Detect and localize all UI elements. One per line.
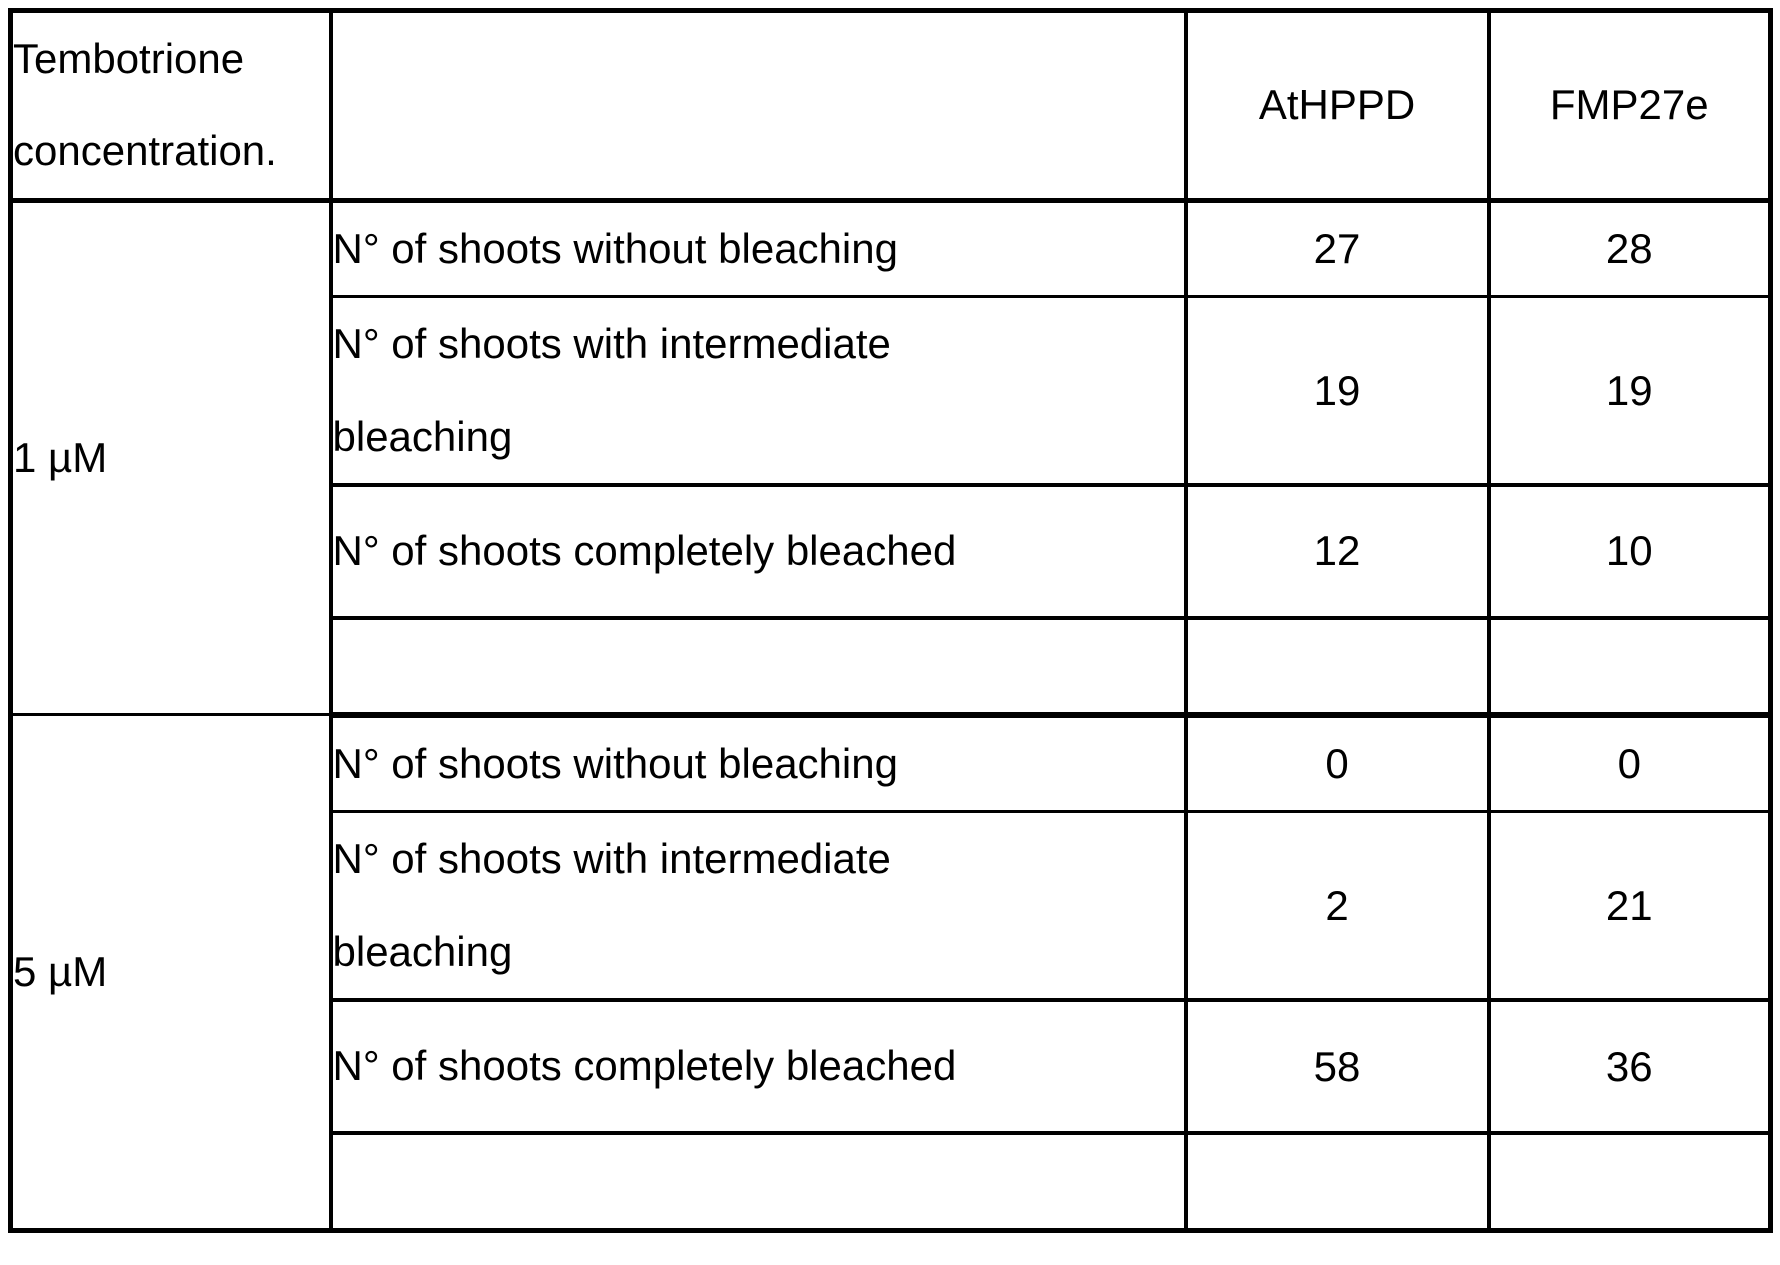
tembotrione-results-table: Tembotrione concentration. AtHPPD FMP27e… [8, 8, 1773, 1233]
athppd-value-cell: 27 [1183, 198, 1491, 299]
table-row: N° of shoots with intermediate bleaching… [11, 295, 1773, 487]
athppd-value-cell: 58 [1183, 998, 1491, 1136]
header-cell-empty [328, 9, 1188, 203]
empty-row [11, 1131, 1773, 1232]
header-cell-athppd: AtHPPD [1183, 9, 1491, 203]
fmp27e-value-cell: 19 [1486, 295, 1773, 487]
fmp27e-value-cell: 36 [1486, 998, 1773, 1136]
row-label-cell: N° of shoots completely bleached [328, 483, 1188, 620]
empty-cell [1486, 1131, 1773, 1232]
table-row: N° of shoots completely bleached 12 10 [11, 483, 1773, 620]
header-cell-concentration: Tembotrione concentration. [8, 9, 333, 203]
table-row: N° of shoots completely bleached 58 36 [11, 998, 1773, 1136]
empty-cell [1183, 1131, 1491, 1232]
table-row: 5 µM N° of shoots without bleaching 0 0 [8, 713, 1773, 1232]
empty-row [11, 616, 1773, 718]
fmp27e-value-cell: 28 [1486, 198, 1773, 299]
table-header-row: Tembotrione concentration. AtHPPD FMP27e [8, 9, 1773, 203]
athppd-value-cell: 19 [1183, 295, 1491, 487]
athppd-value-cell: 12 [1183, 483, 1491, 620]
fmp27e-value-cell: 0 [1486, 713, 1773, 814]
empty-cell [328, 1131, 1188, 1232]
row-label-cell: N° of shoots completely bleached [328, 998, 1188, 1136]
athppd-value-cell: 0 [1183, 713, 1491, 814]
row-label-cell: N° of shoots with intermediate bleaching [328, 295, 1188, 487]
row-label-cell: N° of shoots with intermediate bleaching [328, 810, 1188, 1003]
table-row: 1 µM N° of shoots without bleaching 27 2… [8, 198, 1773, 717]
table-row: N° of shoots with intermediate bleaching… [11, 810, 1773, 1003]
athppd-value-cell: 2 [1183, 810, 1491, 1003]
row-label-cell: N° of shoots without bleaching [328, 198, 1188, 299]
empty-cell [1183, 616, 1491, 718]
fmp27e-value-cell: 21 [1486, 810, 1773, 1003]
header-cell-fmp27e: FMP27e [1486, 9, 1773, 203]
empty-cell [1486, 616, 1773, 718]
concentration-cell-5um: 5 µM [8, 713, 333, 1232]
row-label-cell: N° of shoots without bleaching [328, 713, 1188, 814]
fmp27e-value-cell: 10 [1486, 483, 1773, 620]
concentration-cell-1um: 1 µM [8, 198, 333, 717]
empty-cell [328, 616, 1188, 718]
